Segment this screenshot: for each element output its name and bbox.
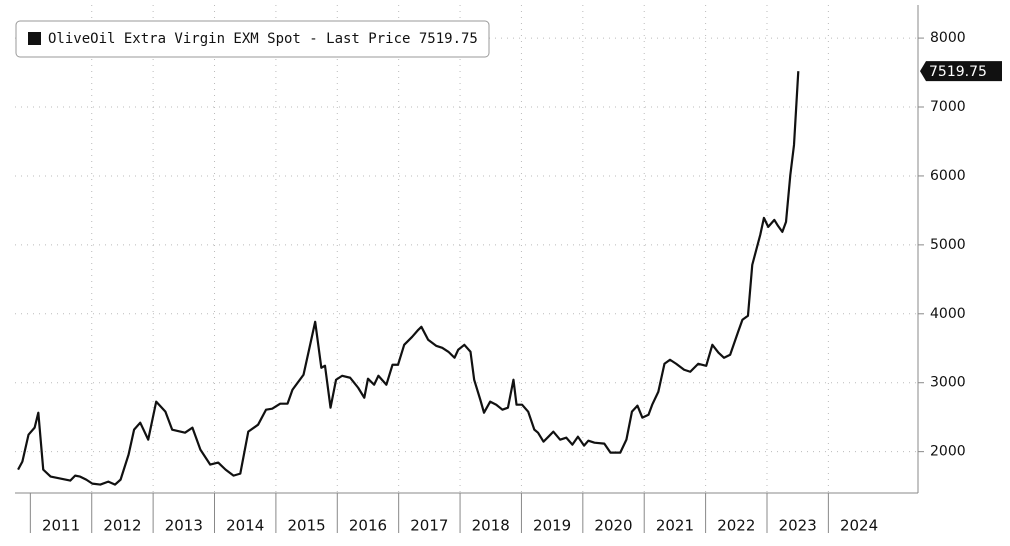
x-tick-label: 2014 <box>226 517 264 535</box>
y-tick-label: 8000 <box>930 30 966 46</box>
x-tick-label: 2015 <box>287 517 325 535</box>
x-tick-label: 2020 <box>594 517 632 535</box>
y-tick-label: 4000 <box>930 306 966 322</box>
x-tick-label: 2019 <box>533 517 571 535</box>
x-tick-label: 2024 <box>840 517 878 535</box>
plot <box>17 71 800 486</box>
x-tick-label: 2017 <box>410 517 448 535</box>
y-tick-label: 2000 <box>930 444 966 460</box>
legend-label: OliveOil Extra Virgin EXM Spot - Last Pr… <box>48 31 478 47</box>
last-price-tag: 7519.75 <box>920 61 1002 82</box>
x-tick-label: 2022 <box>717 517 755 535</box>
x-tick-label: 2018 <box>472 517 510 535</box>
x-tick-label: 2013 <box>165 517 203 535</box>
legend-swatch <box>28 32 41 45</box>
legend-box <box>15 20 490 58</box>
last-price-label: 7519.75 <box>929 64 987 80</box>
x-tick-label: 2016 <box>349 517 387 535</box>
y-tick-label: 6000 <box>930 168 966 184</box>
last-price-box <box>920 61 1002 82</box>
y-tick-label: 3000 <box>930 375 966 391</box>
legend: OliveOil Extra Virgin EXM Spot - Last Pr… <box>15 20 490 58</box>
y-tick-label: 5000 <box>930 237 966 253</box>
y-tick-label: 7000 <box>930 99 966 115</box>
line <box>17 71 800 486</box>
x-tick-label: 2012 <box>103 517 141 535</box>
x-tick-label: 2021 <box>656 517 694 535</box>
x-tick-label: 2023 <box>779 517 817 535</box>
x-tick-label: 2011 <box>42 517 80 535</box>
